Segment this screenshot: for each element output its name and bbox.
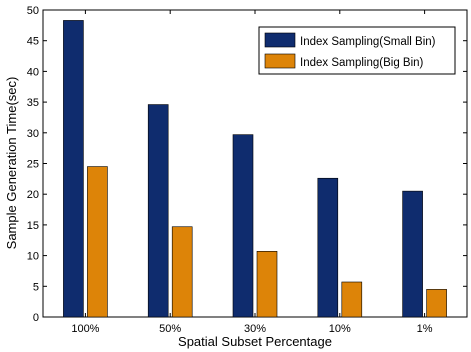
legend: Index Sampling(Small Bin) Index Sampling… [258, 26, 456, 75]
bar-big-bin-2 [256, 251, 278, 318]
bar-big-bin-3 [341, 281, 363, 318]
y-tick-label: 45 [27, 36, 39, 48]
y-tick-label: 25 [27, 159, 39, 171]
bar-big-bin-0 [87, 166, 108, 318]
bar-small-bin-0 [63, 20, 84, 318]
legend-label-small-bin: Index Sampling(Small Bin) [300, 36, 436, 48]
y-tick-label: 30 [27, 128, 39, 140]
y-tick-label: 20 [27, 189, 39, 201]
y-tick-label: 10 [27, 251, 39, 263]
y-axis-label: Sample Generation Time(sec) [4, 77, 19, 250]
bar-small-bin-3 [317, 177, 339, 318]
x-tick-label: 100% [71, 323, 99, 335]
bar-small-bin-4 [402, 190, 423, 318]
y-tick-label: 50 [27, 5, 39, 17]
x-axis-label: Spatial Subset Percentage [178, 334, 332, 349]
y-tick-label: 15 [27, 220, 39, 232]
legend-swatch-small-bin [264, 32, 296, 48]
x-tick-label: 10% [329, 323, 351, 335]
bar-big-bin-4 [426, 289, 447, 318]
y-tick-label: 40 [27, 66, 39, 78]
y-tick-label: 5 [33, 281, 39, 293]
bar-big-bin-1 [171, 226, 193, 318]
bar-small-bin-2 [232, 134, 254, 318]
legend-swatch-big-bin [264, 53, 296, 69]
legend-label-big-bin: Index Sampling(Big Bin) [300, 57, 424, 69]
x-tick-label: 1% [417, 323, 433, 335]
y-tick-label: 0 [33, 312, 39, 324]
bar-small-bin-1 [147, 104, 169, 318]
x-tick-label: 50% [159, 323, 181, 335]
y-tick-label: 35 [27, 97, 39, 109]
x-tick-label: 30% [244, 323, 266, 335]
